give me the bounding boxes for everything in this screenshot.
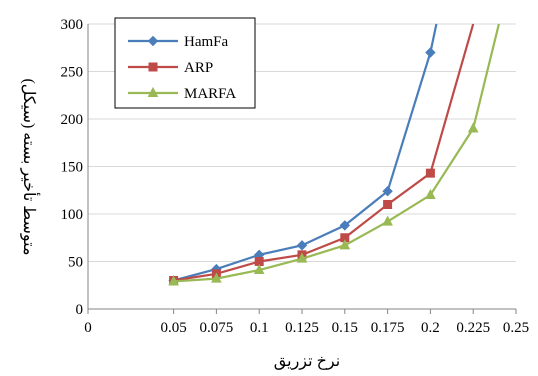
legend-label: ARP <box>184 60 213 76</box>
data-point <box>253 263 265 275</box>
y-tick-label: 150 <box>61 160 84 176</box>
data-point <box>425 47 436 58</box>
y-tick-label: 0 <box>76 302 84 318</box>
legend-label: HamFa <box>184 34 229 50</box>
y-tick-label: 250 <box>61 65 84 81</box>
y-axis-title: متوسط تأخیر بسته (سیکل) <box>20 78 41 255</box>
x-tick-label: 0.2 <box>421 320 440 336</box>
series-layer <box>168 23 500 286</box>
data-point <box>425 168 435 178</box>
legend-marker <box>147 35 159 47</box>
x-axis-title: نرخ تزریق <box>274 353 340 370</box>
data-point <box>425 188 436 199</box>
data-point <box>383 200 393 209</box>
x-tick-labels: 0 0.05 0.075 0.1 0.125 0.15 0.175 0.2 0.225 0.25 <box>84 320 529 336</box>
x-tick-label: 0.075 <box>200 320 234 336</box>
data-point <box>382 185 393 197</box>
axes <box>87 24 517 314</box>
legend-label: MARFA <box>184 86 236 102</box>
legend-item-marfa: MARFA <box>128 86 236 102</box>
x-tick-label: 0.1 <box>250 320 269 336</box>
x-tick-label: 0.175 <box>371 320 405 336</box>
data-point <box>382 215 393 226</box>
data-point <box>296 240 308 251</box>
data-point <box>339 239 351 250</box>
data-point <box>296 252 308 263</box>
series-marfa <box>168 23 500 286</box>
legend: HamFa ARP MARFA <box>114 17 256 109</box>
x-tick-label: 0.15 <box>332 320 358 336</box>
legend-marker <box>148 62 158 72</box>
y-tick-labels: 0 50 100 150 200 250 300 <box>61 17 84 318</box>
x-tick-label: 0 <box>84 320 92 336</box>
x-tick-label: 0.125 <box>285 320 319 336</box>
legend-item-arp: ARP <box>128 60 213 76</box>
series-line <box>173 23 438 282</box>
data-point <box>467 122 479 133</box>
data-point <box>168 275 179 286</box>
x-tick-label: 0.25 <box>503 320 529 336</box>
y-tick-label: 200 <box>61 112 84 128</box>
y-tick-label: 300 <box>61 17 84 33</box>
y-tick-label: 50 <box>68 255 83 271</box>
legend-marker <box>147 86 159 97</box>
x-tick-label: 0.225 <box>456 320 490 336</box>
series-line <box>173 23 475 282</box>
legend-item-hamfa: HamFa <box>128 34 229 50</box>
y-tick-label: 100 <box>61 207 84 223</box>
data-point <box>339 220 351 231</box>
x-tick-label: 0.05 <box>160 320 186 336</box>
data-point <box>211 272 222 283</box>
